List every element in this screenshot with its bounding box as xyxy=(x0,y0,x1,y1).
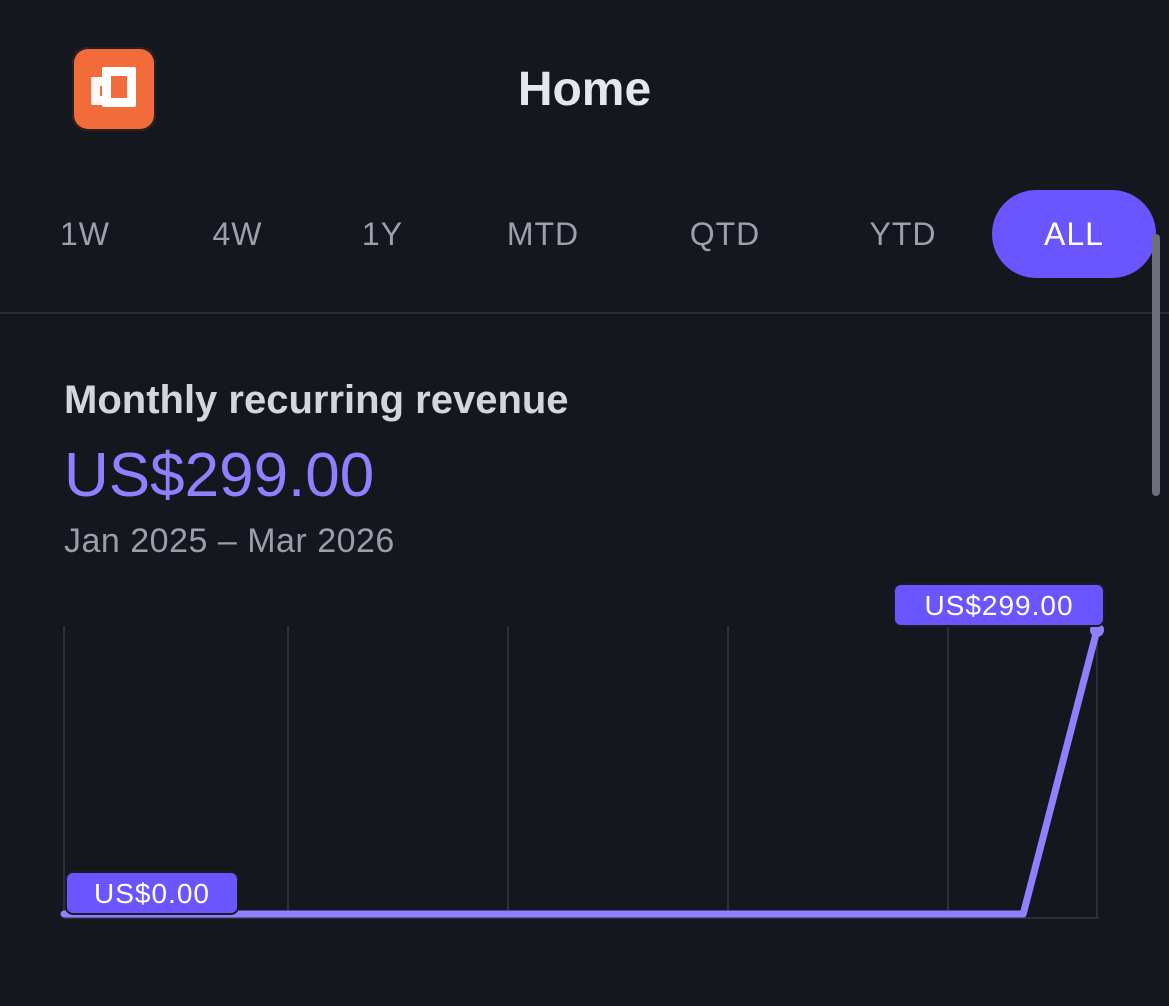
end-value-label: US$299.00 xyxy=(924,590,1073,621)
tab-all[interactable]: ALL xyxy=(992,190,1156,278)
metric-title: Monthly recurring revenue xyxy=(64,378,569,422)
period-tabs: 1W 4W 1Y MTD QTD YTD ALL xyxy=(0,190,1169,278)
tabs-divider xyxy=(0,312,1169,314)
metric-date-range: Jan 2025 – Mar 2026 xyxy=(64,522,395,560)
tab-1y[interactable]: 1Y xyxy=(361,216,404,252)
tab-4w[interactable]: 4W xyxy=(212,216,263,252)
scrollbar[interactable] xyxy=(1152,234,1160,496)
tab-ytd[interactable]: YTD xyxy=(869,216,937,252)
page-title: Home xyxy=(517,63,652,116)
series-line xyxy=(60,626,1101,918)
start-value-label: US$0.00 xyxy=(94,878,210,909)
start-value-label-box xyxy=(65,871,239,915)
tab-mtd[interactable]: MTD xyxy=(506,216,580,252)
tab-1w[interactable]: 1W xyxy=(60,216,110,252)
end-value-label-box xyxy=(893,583,1105,627)
app-logo-icon[interactable] xyxy=(72,47,156,131)
metric-value: US$299.00 xyxy=(64,441,375,510)
logo-front-square xyxy=(102,67,136,107)
tab-qtd[interactable]: QTD xyxy=(689,216,761,252)
